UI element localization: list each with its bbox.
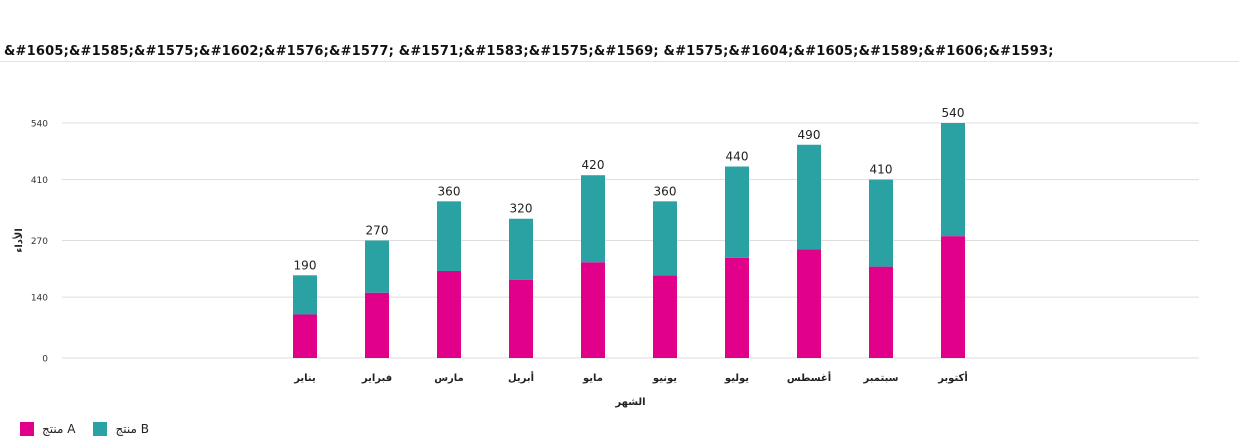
- data-label-total: 360: [438, 184, 461, 198]
- bar-series-a[interactable]: [869, 266, 893, 358]
- stacked-bar-chart: 0 140 270 410 540 الأداء 190 يناير 270 فبراير 360 م…: [12, 106, 1199, 408]
- data-label-total: 420: [582, 158, 605, 172]
- bar-series-a[interactable]: [509, 279, 533, 358]
- bar-series-a[interactable]: [293, 314, 317, 358]
- x-axis-label: الشهر: [614, 397, 645, 408]
- y-tick-label: 0: [42, 355, 48, 365]
- legend-swatch-series-b: [93, 422, 108, 436]
- data-label-total: 490: [798, 128, 821, 142]
- y-tick-label: 270: [31, 237, 48, 247]
- data-label-total: 410: [870, 163, 893, 177]
- bar-series-a[interactable]: [941, 236, 965, 358]
- data-label-total: 320: [510, 202, 533, 216]
- bar-series-b[interactable]: [509, 218, 533, 280]
- x-tick-label: أبريل: [508, 371, 534, 384]
- data-label-total: 270: [366, 224, 389, 238]
- bar-series-a[interactable]: [581, 262, 605, 358]
- legend-label-series-b: منتج B: [115, 422, 149, 436]
- bar-series-a[interactable]: [653, 275, 677, 358]
- y-axis-label: الأداء: [12, 228, 25, 253]
- x-tick-label: فبراير: [361, 373, 392, 384]
- x-tick-label: يناير: [293, 373, 316, 384]
- bar-series-b[interactable]: [365, 240, 389, 293]
- x-tick-label: مارس: [434, 373, 464, 384]
- data-label-total: 360: [654, 184, 677, 198]
- x-tick-label: أغسطس: [787, 371, 831, 384]
- bar-series-a[interactable]: [725, 257, 749, 358]
- bar-series-b[interactable]: [437, 201, 461, 271]
- legend-swatch-series-a: [20, 422, 34, 436]
- y-tick-label: 410: [31, 176, 48, 186]
- data-label-total: 540: [942, 106, 965, 120]
- bar-series-a[interactable]: [365, 292, 389, 358]
- x-tick-label: سبتمبر: [862, 373, 898, 384]
- bar-series-b[interactable]: [869, 179, 893, 267]
- x-tick-label: أكتوبر: [937, 371, 968, 384]
- bar-series-a[interactable]: [437, 270, 461, 358]
- page-title: &#1605;&#1585;&#1575;&#1602;&#1576;&#157…: [4, 44, 1054, 59]
- bar-series-b[interactable]: [581, 175, 605, 263]
- data-label-total: 190: [294, 258, 317, 272]
- header-bar: &#1605;&#1585;&#1575;&#1602;&#1576;&#157…: [0, 0, 1239, 62]
- x-tick-label: يونيو: [652, 373, 677, 384]
- bar-series-b[interactable]: [941, 123, 965, 237]
- legend-item-series-a[interactable]: منتج A: [20, 422, 75, 436]
- legend-label-series-a: منتج A: [42, 422, 76, 436]
- bar-series-b[interactable]: [653, 201, 677, 276]
- x-tick-label: يوليو: [724, 373, 749, 384]
- y-tick-label: 540: [31, 120, 48, 130]
- bar-series-b[interactable]: [797, 144, 821, 250]
- data-label-total: 440: [726, 150, 749, 164]
- legend: منتج A منتج B: [20, 420, 149, 438]
- bar-series-b[interactable]: [725, 166, 749, 258]
- y-tick-label: 140: [31, 294, 48, 304]
- bar-series-b[interactable]: [293, 275, 317, 315]
- bar-series-a[interactable]: [797, 249, 821, 358]
- legend-item-series-b[interactable]: منتج B: [93, 422, 149, 436]
- x-tick-label: مايو: [582, 373, 603, 384]
